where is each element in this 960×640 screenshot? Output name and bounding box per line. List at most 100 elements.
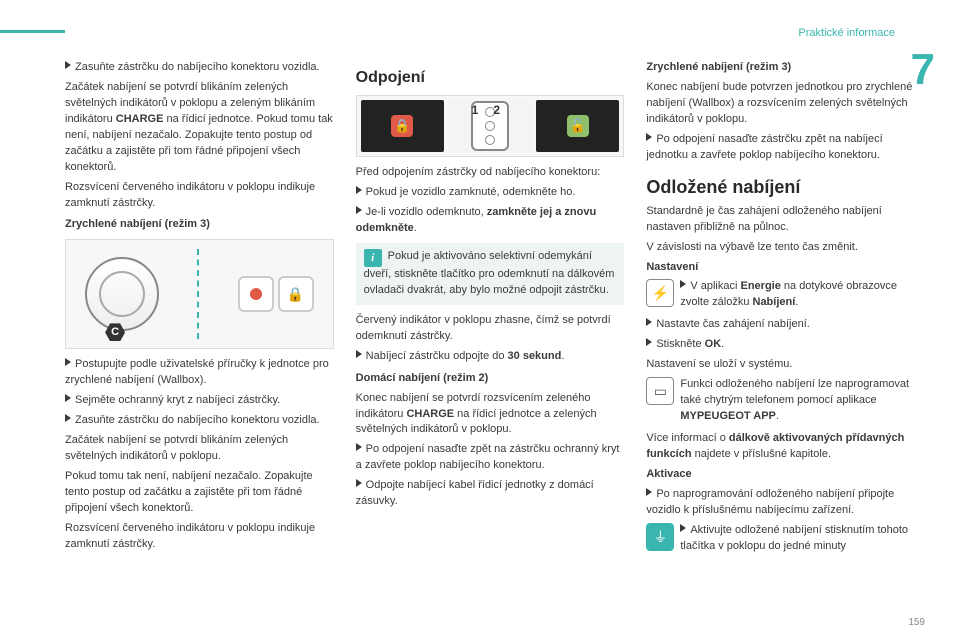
text: Aktivujte odložené nabíjení stisknutím t…	[680, 523, 915, 555]
paragraph: Sejměte ochranný kryt z nabíjecí zástrčk…	[65, 393, 334, 409]
column-2: Odpojení 🔒 1 2 🔓 Před odpojením zástrčky…	[356, 60, 625, 561]
page-number: 159	[908, 616, 925, 631]
subheading: Zrychlené nabíjení (režim 3)	[65, 217, 334, 233]
info-callout: iPokud je aktivováno selektivní odemykán…	[356, 243, 625, 305]
text-bold: CHARGE	[116, 113, 164, 125]
phone-icon: ▭	[646, 377, 674, 405]
icon-paragraph: ▭ Funkci odloženého nabíjení lze naprogr…	[646, 377, 915, 425]
text: .	[721, 338, 724, 350]
paragraph: Odpojte nabíjecí kabel řídicí jednotky z…	[356, 478, 625, 510]
text: Po odpojení nasaďte zástrčku zpět na nab…	[646, 133, 882, 161]
paragraph: Stiskněte OK.	[646, 337, 915, 353]
subheading: Nastavení	[646, 260, 915, 276]
bullet-icon	[356, 479, 362, 487]
lock-open-icon: 🔓	[567, 115, 589, 137]
bullet-icon	[65, 414, 71, 422]
plug-outline	[85, 257, 159, 331]
figure-unlock-sequence: 🔒 1 2 🔓	[356, 95, 625, 157]
text: Zasuňte zástrčku do nabíjecího konektoru…	[75, 61, 320, 73]
paragraph: Rozsvícení červeného indikátoru v poklop…	[65, 521, 334, 553]
paragraph: Červený indikátor v poklopu zhasne, čímž…	[356, 313, 625, 345]
text: Po odpojení nasaďte zpět na zástrčku och…	[356, 443, 620, 471]
top-accent-bar	[0, 30, 65, 33]
paragraph: Pokud je vozidlo zamknuté, odemkněte ho.	[356, 185, 625, 201]
bolt-icon: ⚡	[646, 279, 674, 307]
text: .	[561, 350, 564, 362]
paragraph: Je-li vozidlo odemknuto, zamkněte jej a …	[356, 205, 625, 237]
paragraph: Začátek nabíjení se potvrdí blikáním zel…	[65, 80, 334, 176]
bullet-icon	[646, 488, 652, 496]
text: Odpojte nabíjecí kabel řídicí jednotky z…	[356, 479, 594, 507]
text: Pokud je vozidlo zamknuté, odemkněte ho.	[366, 186, 576, 198]
bullet-icon	[65, 61, 71, 69]
paragraph: Po odpojení nasaďte zpět na zástrčku och…	[356, 442, 625, 474]
paragraph: Konec nabíjení bude potvrzen jednotkou p…	[646, 80, 915, 128]
subheading: Zrychlené nabíjení (režim 3)	[646, 60, 915, 76]
paragraph: Zasuňte zástrčku do nabíjecího konektoru…	[65, 60, 334, 76]
paragraph: Začátek nabíjení se potvrdí blikáním zel…	[65, 433, 334, 465]
text: Po naprogramování odloženého nabíjení př…	[646, 488, 894, 516]
column-3: Zrychlené nabíjení (režim 3) Konec nabíj…	[646, 60, 915, 561]
subheading: Aktivace	[646, 467, 915, 483]
subheading: Domácí nabíjení (režim 2)	[356, 371, 625, 387]
section-heading: Odložené nabíjení	[646, 174, 915, 200]
callout-number: 2	[493, 102, 500, 119]
paragraph: Konec nabíjení se potvrdí rozsvícením ze…	[356, 391, 625, 439]
indicator-group: 🔒	[238, 276, 314, 312]
bullet-icon	[680, 524, 686, 532]
paragraph: Nastavení se uloží v systému.	[646, 357, 915, 373]
figure-charging-plug: C 🔒	[65, 239, 334, 349]
text-bold: OK	[705, 338, 722, 350]
paragraph: Po naprogramování odloženého nabíjení př…	[646, 487, 915, 519]
paragraph: Rozsvícení červeného indikátoru v poklop…	[65, 180, 334, 212]
column-1: Zasuňte zástrčku do nabíjecího konektoru…	[65, 60, 334, 561]
paragraph: Více informací o dálkově aktivovaných př…	[646, 431, 915, 463]
text: Stiskněte	[656, 338, 704, 350]
bullet-icon	[646, 318, 652, 326]
paragraph: Pokud tomu tak není, nabíjení nezačalo. …	[65, 469, 334, 517]
lock-closed-icon: 🔒	[391, 115, 413, 137]
bullet-icon	[65, 394, 71, 402]
paragraph: Po odpojení nasaďte zástrčku zpět na nab…	[646, 132, 915, 164]
paragraph: Nastavte čas zahájení nabíjení.	[646, 317, 915, 333]
paragraph: Postupujte podle uživatelské příručky k …	[65, 357, 334, 389]
panel-unlocked: 🔓	[536, 100, 620, 152]
lock-icon: 🔒	[278, 276, 314, 312]
info-text: Pokud je aktivováno selektivní odemykání…	[364, 250, 615, 296]
icon-paragraph: ⏚ Aktivujte odložené nabíjení stisknutím…	[646, 523, 915, 555]
paragraph: Nabíjecí zástrčku odpojte do 30 sekund.	[356, 349, 625, 365]
bullet-icon	[356, 186, 362, 194]
plug-graphic: C	[85, 257, 159, 331]
text: Nastavte čas zahájení nabíjení.	[656, 318, 809, 330]
paragraph: Zasuňte zástrčku do nabíjecího konektoru…	[65, 413, 334, 429]
section-header: Praktické informace	[798, 26, 895, 42]
text: Postupujte podle uživatelské příručky k …	[65, 358, 329, 386]
text: Funkci odloženého nabíjení lze naprogram…	[680, 377, 915, 425]
text-bold: 30 sekund	[508, 350, 562, 362]
paragraph: Před odpojením zástrčky od nabíjecího ko…	[356, 165, 625, 181]
bullet-icon	[356, 206, 362, 214]
text: Je-li vozidlo odemknuto,	[366, 206, 487, 218]
text: V aplikaci Energie na dotykové obrazovce…	[680, 279, 915, 311]
text-bold: CHARGE	[406, 408, 454, 420]
text: Více informací o	[646, 432, 729, 444]
bullet-icon	[646, 338, 652, 346]
panel-locked: 🔒	[361, 100, 445, 152]
delayed-charge-icon: ⏚	[646, 523, 674, 551]
paragraph: V závislosti na výbavě lze tento čas změ…	[646, 240, 915, 256]
red-indicator-icon	[238, 276, 274, 312]
panel-remote: 1 2	[448, 100, 532, 152]
divider-line	[197, 249, 199, 339]
callout-number: 1	[472, 102, 479, 119]
section-heading: Odpojení	[356, 66, 625, 89]
bullet-icon	[65, 358, 71, 366]
text: najdete v příslušné kapitole.	[692, 448, 831, 460]
text: Zasuňte zástrčku do nabíjecího konektoru…	[75, 414, 320, 426]
bullet-icon	[356, 350, 362, 358]
info-icon: i	[364, 249, 382, 267]
text: .	[414, 222, 417, 234]
icon-paragraph: ⚡ V aplikaci Energie na dotykové obrazov…	[646, 279, 915, 311]
bullet-icon	[646, 133, 652, 141]
paragraph: Standardně je čas zahájení odloženého na…	[646, 204, 915, 236]
bullet-icon	[680, 280, 686, 288]
